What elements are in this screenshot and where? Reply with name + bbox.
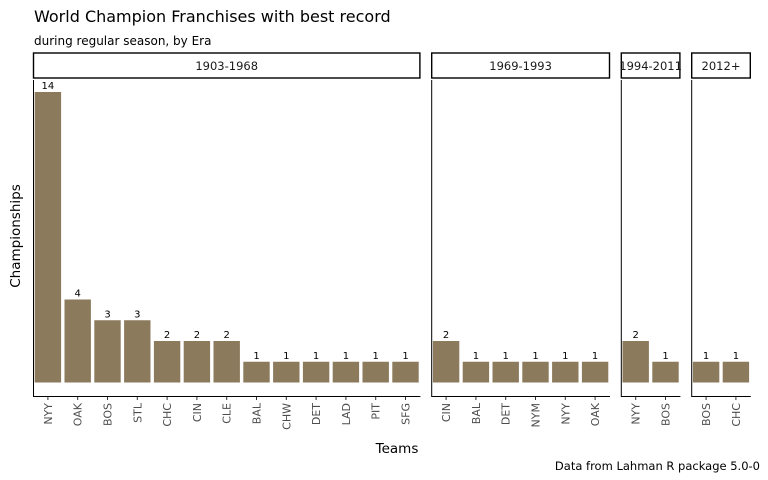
bar [722, 361, 750, 383]
chart-subtitle: during regular season, by Era [34, 34, 211, 48]
bar-value-label: 2 [443, 330, 449, 341]
bar [94, 320, 121, 383]
facet-panels: 1903-1968 14 NYY 4 OAK 3 BOS 3 STL 2 CHC 2 CIN 2 CLE 1 B… [32, 52, 752, 430]
bar [243, 361, 270, 383]
facet-panel: 2012+ 1 BOS 1 CHC [691, 52, 752, 427]
facet-strip [32, 52, 421, 79]
bar-value-label: 4 [75, 289, 81, 300]
facet-panel: 1969-1993 2 CIN 1 BAL 1 DET 1 NYM 1 NYY 1 OAK [431, 52, 611, 427]
bar-value-label: 1 [343, 351, 349, 362]
bar [462, 361, 490, 383]
x-tick-label: NYY [630, 403, 643, 425]
chart-caption: Data from Lahman R package 5.0-0 [555, 459, 760, 473]
bar [622, 341, 649, 383]
bar-value-label: 1 [703, 351, 709, 362]
x-tick-label: LAD [340, 403, 353, 425]
facet-strip-label: 1994-2011 [619, 59, 682, 73]
x-tick-label: CHC [730, 403, 743, 427]
bar [64, 299, 91, 383]
x-tick-label: CHW [280, 403, 293, 430]
bar-value-label: 2 [164, 330, 170, 341]
facet-panel: 1903-1968 14 NYY 4 OAK 3 BOS 3 STL 2 CHC 2 CIN 2 CLE 1 B… [32, 52, 421, 430]
facet-panel: 1994-2011 2 NYY 1 BOS [619, 52, 682, 426]
x-tick-label: BOS [102, 403, 115, 426]
bar-value-label: 1 [532, 351, 538, 362]
x-tick-label: BAL [470, 402, 483, 424]
bar [581, 361, 609, 383]
bar [552, 361, 579, 383]
bar [302, 361, 330, 383]
x-tick-label: DET [310, 403, 323, 425]
bar-value-label: 1 [562, 351, 568, 362]
x-tick-label: CIN [191, 403, 204, 422]
bar [432, 341, 460, 383]
y-axis-title: Championships [8, 184, 24, 288]
bar [124, 320, 151, 383]
bar-value-label: 2 [194, 330, 200, 341]
x-tick-label: CLE [221, 403, 234, 424]
bar [273, 361, 300, 383]
x-tick-label: OAK [72, 402, 85, 426]
facet-strip-label: 1969-1993 [489, 59, 552, 73]
x-tick-label: SFG [400, 403, 413, 425]
bar [332, 361, 360, 383]
x-axis-title: Teams [375, 441, 419, 457]
bar [362, 361, 389, 383]
facet-strip-label: 2012+ [702, 59, 741, 73]
facet-strip-label: 1903-1968 [195, 59, 258, 73]
bar-value-label: 1 [503, 351, 509, 362]
bar-value-label: 1 [373, 351, 379, 362]
bar-value-label: 1 [592, 351, 598, 362]
x-tick-label: OAK [589, 402, 602, 426]
bar [213, 341, 240, 383]
bar-value-label: 1 [402, 351, 408, 362]
bar [183, 341, 211, 383]
x-tick-label: BAL [251, 402, 264, 424]
bar [522, 361, 549, 383]
x-tick-label: BOS [660, 403, 673, 426]
x-tick-label: DET [500, 403, 513, 425]
bar-value-label: 14 [42, 81, 55, 92]
bar-value-label: 2 [633, 330, 639, 341]
bar [34, 92, 62, 383]
x-tick-label: STL [131, 402, 144, 423]
x-tick-label: BOS [700, 403, 713, 426]
bar [153, 341, 181, 383]
x-tick-label: CIN [440, 403, 453, 422]
x-tick-label: PIT [370, 403, 383, 420]
bar [652, 361, 679, 383]
bar-value-label: 1 [283, 351, 289, 362]
bar-value-label: 1 [733, 351, 739, 362]
bar-value-label: 2 [224, 330, 230, 341]
bar-value-label: 3 [134, 309, 140, 320]
facet-strip [691, 52, 752, 79]
bar-value-label: 1 [313, 351, 319, 362]
facet-strip [431, 52, 611, 79]
bar-value-label: 3 [104, 309, 110, 320]
bar-value-label: 1 [662, 351, 668, 362]
bar-value-label: 1 [253, 351, 259, 362]
bar [492, 361, 519, 383]
x-tick-label: NYY [559, 403, 572, 425]
x-tick-label: CHC [161, 403, 174, 427]
x-tick-label: NYM [530, 403, 543, 427]
x-tick-label: NYY [42, 403, 55, 425]
bar [692, 361, 720, 383]
bar [392, 361, 419, 383]
facet-strip [620, 52, 681, 79]
chart-title: World Champion Franchises with best reco… [34, 7, 391, 26]
bar-value-label: 1 [473, 351, 479, 362]
